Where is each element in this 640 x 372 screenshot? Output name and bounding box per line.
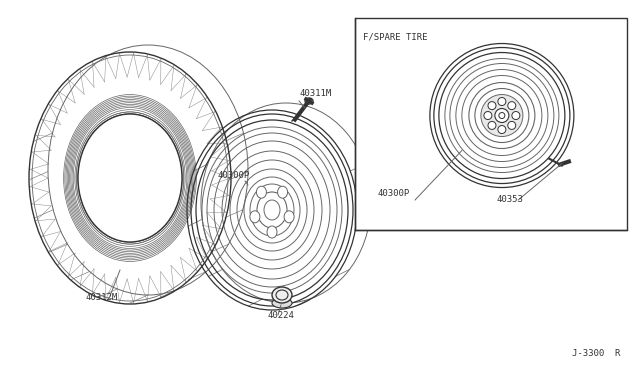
- Text: J-3300  R: J-3300 R: [572, 349, 620, 358]
- Ellipse shape: [250, 211, 260, 223]
- Ellipse shape: [257, 192, 287, 228]
- Ellipse shape: [78, 114, 182, 242]
- Ellipse shape: [512, 112, 520, 119]
- Ellipse shape: [498, 125, 506, 134]
- Ellipse shape: [257, 186, 266, 198]
- Ellipse shape: [488, 102, 496, 110]
- Ellipse shape: [267, 226, 277, 238]
- Ellipse shape: [272, 298, 292, 308]
- Ellipse shape: [488, 121, 496, 129]
- Ellipse shape: [508, 121, 516, 129]
- Text: 40224: 40224: [268, 311, 295, 320]
- Text: 40353: 40353: [497, 195, 524, 204]
- Ellipse shape: [481, 94, 523, 137]
- Ellipse shape: [78, 114, 182, 242]
- Ellipse shape: [272, 287, 292, 303]
- Text: 40300P: 40300P: [218, 171, 250, 180]
- Ellipse shape: [278, 186, 287, 198]
- Text: 40312M: 40312M: [85, 293, 117, 302]
- Text: 40300P: 40300P: [377, 189, 409, 198]
- Ellipse shape: [484, 112, 492, 119]
- Text: 40311M: 40311M: [300, 89, 332, 98]
- Ellipse shape: [498, 97, 506, 106]
- Ellipse shape: [495, 109, 509, 122]
- Ellipse shape: [284, 211, 294, 223]
- Text: F/SPARE TIRE: F/SPARE TIRE: [363, 32, 428, 41]
- Bar: [355, 18, 627, 230]
- Ellipse shape: [508, 102, 516, 110]
